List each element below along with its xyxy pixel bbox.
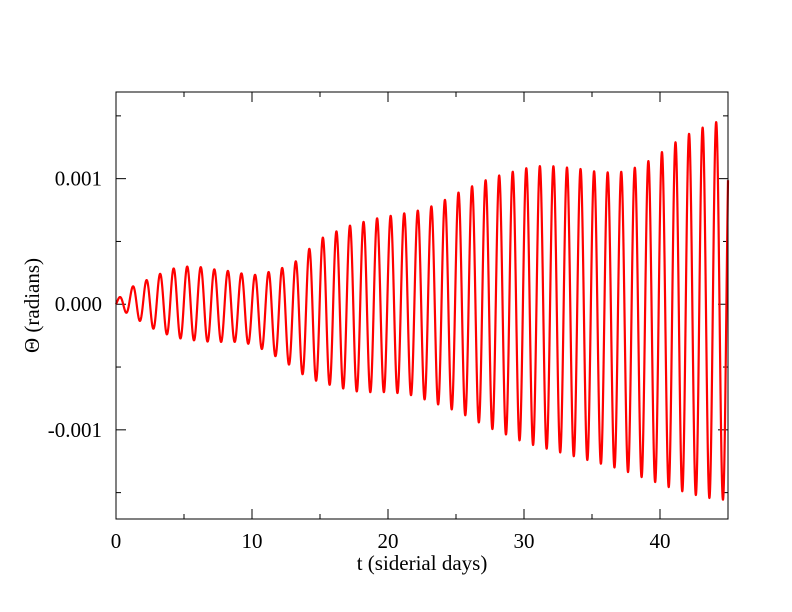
x-tick-label: 20	[378, 529, 399, 553]
x-tick-label: 10	[242, 529, 263, 553]
plot-frame	[115, 91, 729, 520]
series-layer	[115, 121, 730, 501]
x-tick-label: 0	[111, 529, 122, 553]
axis-ticks	[115, 92, 729, 519]
y-tick-label: 0.001	[55, 167, 102, 191]
y-tick-label: 0.000	[55, 292, 102, 316]
tick-labels: 0 10 20 30 40 0.001 0.000 -0.001	[48, 167, 671, 553]
series-line-0	[115, 121, 730, 501]
x-tick-label: 40	[650, 529, 671, 553]
x-tick-label: 30	[514, 529, 535, 553]
x-axis-title: t (siderial days)	[357, 551, 488, 575]
y-tick-label: -0.001	[48, 418, 102, 442]
y-axis-title: Θ (radians)	[20, 258, 44, 353]
